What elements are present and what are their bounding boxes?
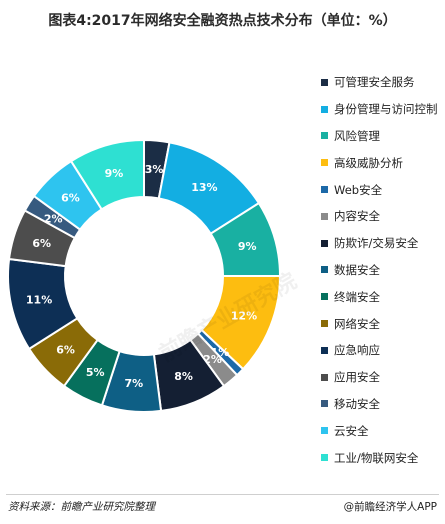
slice-value-label: 9%	[238, 240, 257, 253]
legend-item: 应急响应	[321, 337, 445, 364]
legend-swatch	[321, 373, 328, 381]
brand-label: @前瞻经济学人APP	[343, 501, 437, 513]
legend-item: 可管理安全服务	[321, 69, 445, 96]
legend-item: 终端安全	[321, 283, 445, 310]
legend-label: 数据安全	[334, 262, 380, 277]
legend-swatch	[321, 346, 328, 354]
legend-label: 内容安全	[334, 209, 380, 224]
legend-label: 应急响应	[334, 343, 380, 358]
legend-swatch	[321, 132, 328, 140]
legend-label: 工业/物联网安全	[334, 450, 419, 465]
legend-item: 应用安全	[321, 364, 445, 391]
slice-value-label: 13%	[191, 181, 217, 194]
legend-swatch	[321, 212, 328, 220]
legend-swatch	[321, 105, 328, 113]
legend-item: 网络安全	[321, 310, 445, 337]
slice-value-label: 6%	[56, 344, 75, 357]
legend-swatch	[321, 293, 328, 301]
legend-item: 云安全	[321, 417, 445, 444]
slice-value-label: 11%	[26, 293, 52, 306]
legend-swatch	[321, 454, 328, 462]
slice-value-label: 3%	[145, 163, 164, 176]
slice-value-label: 2%	[44, 212, 63, 225]
legend-item: 移动安全	[321, 391, 445, 418]
slice-value-label: 6%	[32, 237, 51, 250]
slice-value-label: 7%	[125, 377, 144, 390]
legend-label: 终端安全	[334, 289, 380, 304]
legend-swatch	[321, 266, 328, 274]
slice-value-label: 6%	[61, 192, 80, 205]
legend-swatch	[321, 159, 328, 167]
legend-item: 身份管理与访问控制	[321, 96, 445, 123]
slice-value-label: 9%	[105, 167, 124, 180]
legend-label: 移动安全	[334, 396, 380, 411]
donut-slice	[69, 138, 145, 211]
legend-label: 网络安全	[334, 316, 380, 331]
legend-item: 工业/物联网安全	[321, 444, 445, 471]
legend-label: 防欺诈/交易安全	[334, 236, 419, 251]
legend-item: Web安全	[321, 176, 445, 203]
legend-label: 身份管理与访问控制	[334, 102, 438, 117]
legend-label: 可管理安全服务	[334, 75, 415, 90]
legend-item: 风险管理	[321, 123, 445, 150]
source-note: 资料来源：前瞻产业研究院整理	[8, 501, 155, 513]
legend-swatch	[321, 427, 328, 435]
legend-swatch	[321, 78, 328, 86]
legend-swatch	[321, 400, 328, 408]
legend-item: 内容安全	[321, 203, 445, 230]
slice-value-label: 5%	[86, 366, 105, 379]
slice-value-label: 8%	[174, 370, 193, 383]
legend-swatch	[321, 239, 328, 247]
slice-value-label: 12%	[231, 310, 257, 323]
chart-legend: 可管理安全服务身份管理与访问控制 风险管理高级威胁分析 Web安全内容安全防欺诈/交…	[321, 69, 445, 471]
legend-label: 应用安全	[334, 370, 380, 385]
legend-label: Web安全	[334, 182, 383, 197]
legend-label: 高级威胁分析	[334, 155, 403, 170]
legend-item: 高级威胁分析	[321, 149, 445, 176]
legend-item: 数据安全	[321, 257, 445, 284]
legend-item: 防欺诈/交易安全	[321, 230, 445, 257]
legend-label: 风险管理	[334, 128, 380, 143]
legend-swatch	[321, 186, 328, 194]
footer: 资料来源：前瞻产业研究院整理 @前瞻经济学人APP	[6, 494, 439, 515]
chart-title: 图表4:2017年网络安全融资热点技术分布（单位：%）	[48, 13, 397, 29]
legend-label: 云安全	[334, 423, 369, 438]
legend-swatch	[321, 320, 328, 328]
